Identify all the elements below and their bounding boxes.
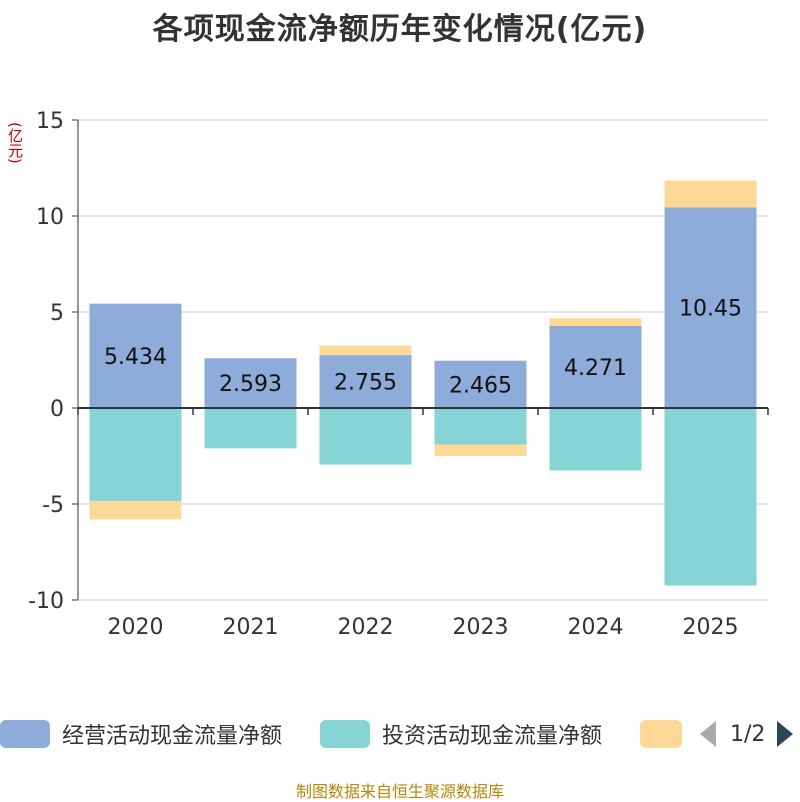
data-label-2020: 5.434	[104, 345, 167, 370]
legend-pager: 1/2	[700, 716, 794, 752]
data-label-2021: 2.593	[219, 372, 282, 397]
bar-2023-series-2[interactable]	[434, 444, 527, 456]
bar-2020-series-1[interactable]	[89, 408, 182, 502]
bar-2023-series-1[interactable]	[434, 408, 527, 445]
bar-2024-series-0[interactable]	[549, 325, 642, 408]
y-axis-unit-label: (亿元)	[6, 122, 24, 164]
bar-2024-series-1[interactable]	[549, 408, 642, 471]
x-tick-label-2023: 2023	[453, 615, 509, 640]
chart-title: 各项现金流净额历年变化情况(亿元)	[152, 12, 648, 47]
bar-2024-series-2[interactable]	[549, 318, 642, 326]
bar-2025-series-2[interactable]	[664, 180, 757, 208]
legend-item-operating[interactable]: 经营活动现金流量净额	[0, 716, 282, 752]
y-tick-label: 0	[50, 397, 64, 422]
legend-swatch-operating	[0, 720, 50, 748]
data-label-2024: 4.271	[564, 356, 627, 381]
bar-2022-series-1[interactable]	[319, 408, 412, 465]
x-tick-label-2021: 2021	[223, 615, 279, 640]
legend-item-investing[interactable]: 投资活动现金流量净额	[320, 716, 602, 752]
y-tick-label: 5	[50, 301, 64, 326]
bar-2022-series-2[interactable]	[319, 345, 412, 356]
bar-2022-series-0[interactable]	[319, 355, 412, 408]
data-source-footer: 制图数据来自恒生聚源数据库	[295, 782, 504, 801]
legend: 经营活动现金流量净额 投资活动现金流量净额 1/2	[0, 716, 800, 756]
legend-swatch-investing	[320, 720, 370, 748]
y-tick-label: 15	[36, 109, 64, 134]
x-tick-label-2025: 2025	[683, 615, 739, 640]
legend-page-indicator: 1/2	[730, 721, 766, 747]
x-tick-label-2024: 2024	[568, 615, 624, 640]
bar-2020-series-0[interactable]	[89, 303, 182, 408]
bar-2023-series-0[interactable]	[434, 360, 527, 408]
bar-2025-series-1[interactable]	[664, 408, 757, 586]
legend-swatch-financing	[640, 720, 682, 748]
legend-label-investing: 投资活动现金流量净额	[382, 724, 603, 749]
legend-item-financing[interactable]	[640, 716, 694, 752]
y-tick-label: -5	[42, 493, 64, 518]
y-tick-label: -10	[28, 589, 64, 614]
bar-2021-series-0[interactable]	[204, 358, 297, 408]
bar-2021-series-1[interactable]	[204, 408, 297, 449]
y-tick-label: 10	[36, 205, 64, 230]
legend-label-operating: 经营活动现金流量净额	[62, 724, 283, 749]
data-label-2022: 2.755	[334, 371, 397, 396]
data-label-2023: 2.465	[449, 373, 512, 398]
legend-next-page-icon[interactable]	[777, 721, 794, 747]
data-label-2025: 10.45	[679, 297, 742, 322]
x-tick-label-2020: 2020	[108, 615, 164, 640]
legend-prev-page-icon[interactable]	[700, 721, 716, 747]
stacked-bar-chart: 15 10 5 0 -5 -10 2020 2021 2022 2023 2024 2025 5.434…	[28, 109, 769, 640]
bar-2025-series-0[interactable]	[664, 207, 757, 408]
x-tick-label-2022: 2022	[338, 615, 394, 640]
bar-2020-series-2[interactable]	[89, 501, 182, 520]
